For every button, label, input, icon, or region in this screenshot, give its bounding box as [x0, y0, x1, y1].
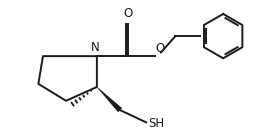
Text: O: O [156, 42, 165, 55]
Text: SH: SH [149, 117, 165, 130]
Polygon shape [97, 87, 122, 112]
Text: N: N [91, 41, 100, 54]
Text: O: O [123, 7, 132, 20]
